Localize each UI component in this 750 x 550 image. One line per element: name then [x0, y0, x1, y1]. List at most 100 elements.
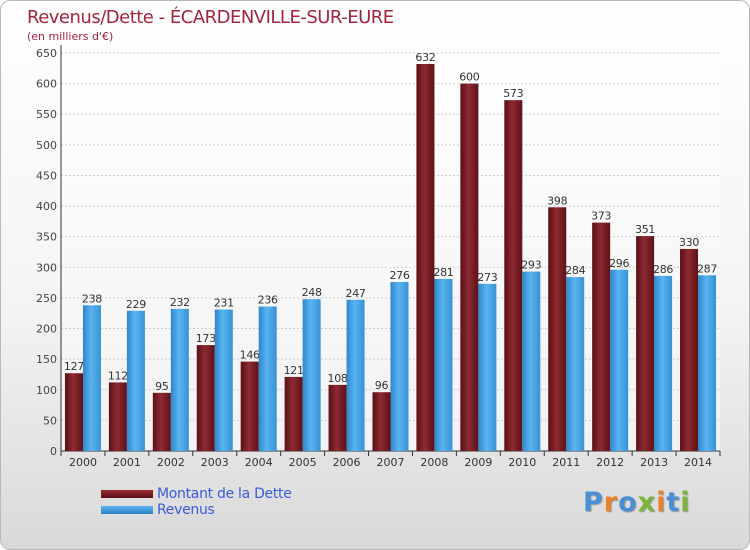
y-tick-label: 500 — [36, 139, 57, 152]
bar-revenus — [302, 299, 321, 451]
data-label-revenus: 296 — [609, 257, 629, 270]
x-tick-label: 2009 — [464, 456, 492, 469]
bar-dette — [284, 376, 303, 451]
data-label-dette: 351 — [635, 223, 655, 236]
y-tick-label: 600 — [36, 78, 57, 91]
bar-dette — [328, 384, 347, 451]
data-label-revenus: 287 — [697, 262, 717, 275]
y-tick-label: 150 — [36, 353, 57, 366]
x-tick-label: 2004 — [245, 456, 273, 469]
data-label-dette: 373 — [591, 210, 611, 223]
bar-revenus — [82, 305, 101, 451]
bar-revenus — [214, 309, 233, 451]
x-tick-label: 2007 — [377, 456, 405, 469]
x-tick-label: 2001 — [113, 456, 141, 469]
data-label-revenus: 238 — [82, 292, 102, 305]
y-tick-label: 200 — [36, 323, 57, 336]
data-label-revenus: 232 — [170, 296, 190, 309]
data-label-revenus: 236 — [258, 293, 278, 306]
data-label-dette: 95 — [155, 380, 169, 393]
bar-dette — [372, 392, 391, 451]
data-label-dette: 121 — [284, 364, 304, 377]
bar-dette — [152, 392, 171, 451]
data-label-revenus: 273 — [477, 271, 497, 284]
bar-revenus — [698, 275, 717, 451]
data-label-revenus: 281 — [433, 266, 453, 279]
logo-letter: t — [666, 487, 681, 518]
data-label-dette: 330 — [679, 236, 699, 249]
bar-dette — [504, 100, 523, 451]
y-tick-label: 100 — [36, 384, 57, 397]
x-tick-label: 2008 — [420, 456, 448, 469]
legend-label-revenus: Revenus — [157, 502, 215, 518]
legend-label-dette: Montant de la Dette — [157, 486, 292, 502]
y-tick-label: 350 — [36, 231, 57, 244]
x-tick-label: 2013 — [640, 456, 668, 469]
y-tick-label: 250 — [36, 292, 57, 305]
data-label-revenus: 231 — [214, 297, 234, 310]
bar-revenus — [654, 275, 673, 451]
data-label-dette: 108 — [328, 372, 348, 385]
data-label-revenus: 286 — [653, 263, 673, 276]
proxiti-logo: Proxiti — [583, 487, 691, 518]
data-label-revenus: 293 — [521, 259, 541, 272]
data-label-dette: 632 — [415, 51, 435, 64]
x-tick-label: 2011 — [552, 456, 580, 469]
data-label-revenus: 276 — [389, 269, 409, 282]
bar-dette — [108, 382, 127, 451]
bar-revenus — [522, 271, 541, 451]
logo-letter: r — [603, 487, 619, 518]
logo-letter: x — [637, 487, 657, 518]
y-tick-label: 550 — [36, 108, 57, 121]
x-tick-label: 2003 — [201, 456, 229, 469]
data-label-dette: 127 — [64, 360, 84, 373]
logo-letter: P — [583, 487, 604, 518]
x-tick-label: 2000 — [69, 456, 97, 469]
bar-revenus — [434, 278, 453, 451]
x-tick-label: 2005 — [289, 456, 317, 469]
bar-dette — [680, 248, 699, 451]
bar-dette — [196, 345, 215, 451]
x-tick-label: 2006 — [333, 456, 361, 469]
y-tick-label: 50 — [43, 414, 57, 427]
legend-swatch-dette — [101, 490, 153, 498]
bar-dette — [416, 64, 435, 451]
x-tick-label: 2012 — [596, 456, 624, 469]
x-tick-label: 2014 — [684, 456, 712, 469]
data-label-dette: 600 — [459, 71, 479, 84]
data-label-dette: 398 — [547, 194, 567, 207]
logo-letter: o — [618, 487, 638, 518]
bar-dette — [64, 373, 83, 451]
data-label-revenus: 247 — [346, 287, 366, 300]
data-label-dette: 173 — [196, 332, 216, 345]
y-tick-label: 450 — [36, 169, 57, 182]
bar-revenus — [610, 269, 629, 451]
bar-revenus — [170, 308, 189, 451]
bar-dette — [240, 361, 259, 451]
y-tick-label: 400 — [36, 200, 57, 213]
y-tick-label: 0 — [50, 445, 57, 458]
y-tick-label: 300 — [36, 261, 57, 274]
data-label-dette: 573 — [503, 87, 523, 100]
x-tick-label: 2002 — [157, 456, 185, 469]
data-label-dette: 96 — [375, 379, 389, 392]
data-label-revenus: 248 — [302, 286, 322, 299]
bar-dette — [548, 207, 567, 451]
logo-letter: i — [656, 487, 667, 518]
bar-dette — [592, 222, 611, 451]
y-tick-label: 650 — [36, 47, 57, 60]
data-label-dette: 146 — [240, 349, 260, 362]
bar-dette — [460, 83, 479, 451]
x-tick-label: 2010 — [508, 456, 536, 469]
bar-revenus — [566, 277, 585, 451]
data-label-dette: 112 — [108, 369, 128, 382]
logo-letter: i — [680, 487, 691, 518]
data-label-revenus: 284 — [565, 264, 585, 277]
bar-revenus — [390, 282, 409, 451]
bar-revenus — [126, 310, 145, 451]
bar-revenus — [258, 306, 277, 451]
chart-subtitle: (en milliers d'€) — [27, 30, 114, 43]
legend-swatch-revenus — [101, 506, 153, 514]
